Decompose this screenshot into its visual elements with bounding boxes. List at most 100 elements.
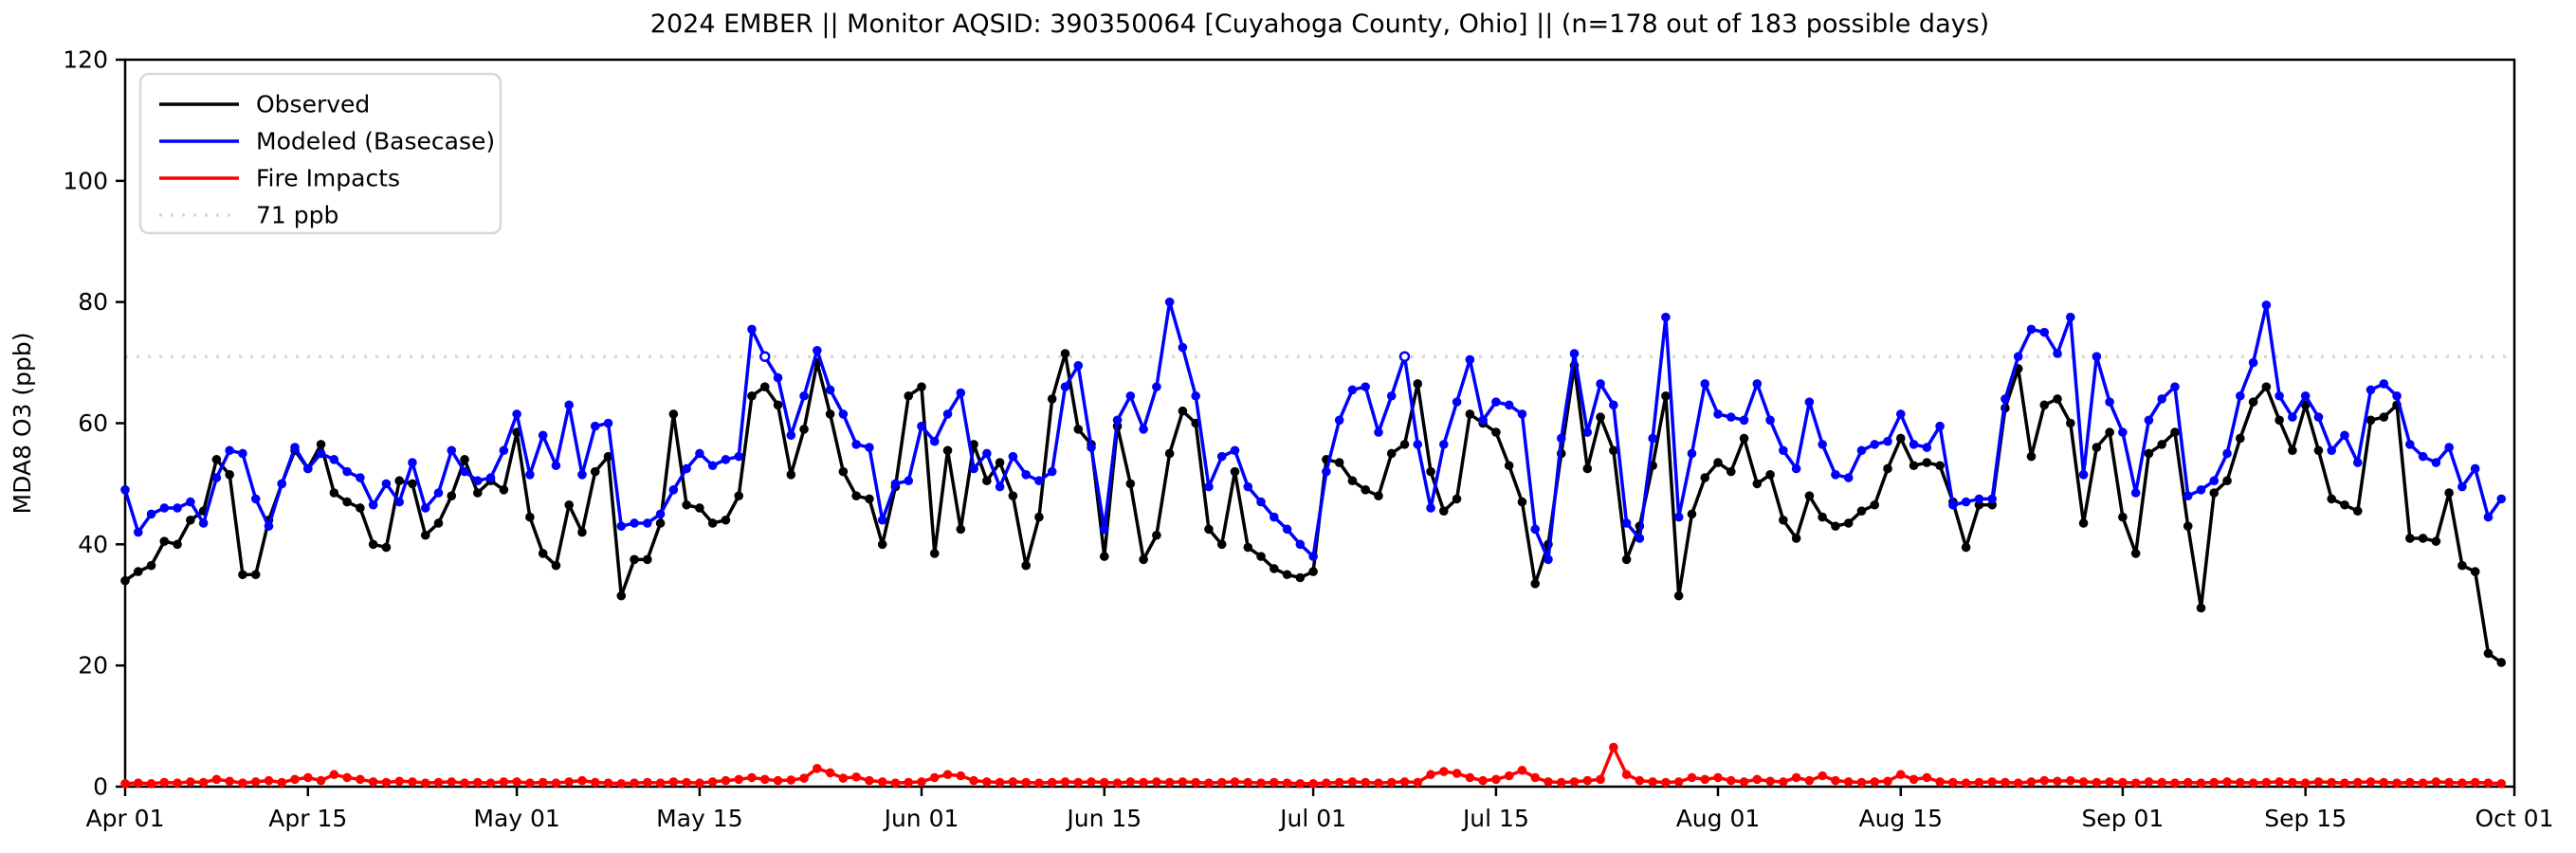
observed-line-marker	[2444, 488, 2454, 498]
observed-line-marker	[2313, 445, 2324, 456]
fire-impacts-line-marker	[394, 776, 404, 787]
observed-line-marker	[956, 524, 966, 535]
fire-impacts-line-marker	[2170, 778, 2180, 788]
observed-line-marker	[1216, 539, 1227, 550]
fire-impacts-line-marker	[1909, 774, 1919, 785]
observed-line-marker	[1739, 433, 1749, 444]
observed-line-marker	[2196, 603, 2206, 613]
observed-line-marker	[1831, 521, 1840, 531]
modeled-basecase-line-marker	[1491, 397, 1501, 407]
modeled-basecase-line-marker	[1779, 445, 1788, 456]
modeled-basecase-line-marker	[2236, 390, 2245, 401]
observed-line-marker	[1713, 458, 1723, 467]
fire-impacts-line-marker	[616, 779, 627, 789]
observed-line-marker	[2275, 415, 2284, 426]
observed-line	[120, 349, 2507, 667]
fire-impacts-line-marker	[1843, 777, 1854, 787]
fire-impacts-line-marker	[1974, 777, 1984, 788]
fire-impacts-line-marker	[264, 775, 274, 786]
modeled-basecase-line-marker	[2066, 312, 2075, 322]
fire-impacts-line-marker	[1935, 777, 1945, 787]
fire-impacts-line-marker	[956, 771, 966, 781]
observed-line-marker	[1870, 499, 1880, 510]
modeled-basecase-line-marker	[2327, 445, 2337, 456]
fire-impacts-line-marker	[1021, 777, 1031, 788]
modeled-basecase-line-marker	[1295, 539, 1306, 550]
fire-impacts-line-marker	[2157, 777, 2166, 788]
fire-impacts-line-marker	[408, 777, 417, 787]
modeled-basecase-line-marker	[1726, 412, 1736, 422]
fire-impacts-line-marker	[1596, 774, 1605, 785]
modeled-basecase-line-marker	[329, 455, 339, 464]
fire-impacts-line-marker	[120, 779, 130, 789]
modeled-basecase-line-marker	[1621, 518, 1632, 528]
observed-line-marker	[1465, 409, 1475, 419]
observed-line-marker	[682, 499, 691, 510]
fire-impacts-line-marker	[2053, 776, 2062, 787]
modeled-basecase-line-marker	[1087, 443, 1096, 452]
modeled-basecase-line-marker	[225, 445, 234, 456]
observed-line-marker	[2483, 648, 2494, 659]
fire-impacts-line-marker	[238, 778, 247, 788]
y-tick-label: 60	[78, 409, 108, 437]
observed-line-marker	[1399, 440, 1410, 449]
modeled-basecase-line-marker	[1517, 409, 1527, 419]
observed-line-marker	[1935, 461, 1945, 471]
observed-line-marker	[186, 515, 195, 525]
observed-line-marker	[525, 512, 535, 522]
modeled-basecase-line-marker	[2444, 443, 2454, 452]
observed-line-marker	[942, 445, 953, 456]
fire-impacts-line-marker	[2222, 777, 2232, 787]
fire-impacts-line-marker	[473, 777, 483, 788]
observed-line-marker	[368, 539, 378, 550]
chart-title: 2024 EMBER || Monitor AQSID: 390350064 […	[649, 9, 1990, 39]
observed-line-marker	[1804, 491, 1815, 500]
fire-impacts-line-marker	[969, 775, 978, 786]
fire-impacts-line-marker	[551, 778, 561, 788]
modeled-basecase-line-marker	[942, 409, 953, 419]
y-tick-label: 20	[78, 652, 108, 680]
modeled-basecase-line-marker	[1700, 379, 1710, 389]
fire-impacts-line-marker	[825, 768, 835, 778]
modeled-basecase-line-marker	[198, 518, 209, 528]
y-tick-label: 100	[63, 167, 108, 194]
observed-line-marker	[1791, 534, 1801, 543]
observed-line-marker	[1125, 479, 1136, 489]
observed-line-marker	[1361, 485, 1370, 495]
modeled-basecase-line-marker	[1230, 445, 1240, 456]
fire-impacts-line-marker	[1765, 776, 1775, 787]
fire-impacts-line-marker	[381, 777, 392, 788]
modeled-basecase-line-marker	[890, 479, 901, 489]
fire-impacts-line-marker	[2483, 778, 2494, 788]
y-axis: 0 20 40 60 80 100 120	[63, 46, 125, 801]
modeled-basecase-line-marker	[1465, 354, 1475, 365]
fire-impacts-line-marker	[1374, 778, 1383, 788]
observed-line-marker	[564, 499, 574, 510]
observed-line-marker	[1270, 564, 1279, 573]
modeled-basecase-line-marker	[1987, 494, 1997, 504]
observed-line-marker	[838, 466, 849, 477]
fire-impacts-line-marker	[342, 772, 352, 783]
x-tick-label: Jul 01	[1278, 805, 1346, 832]
modeled-basecase-line-marker	[1125, 390, 1136, 401]
modeled-basecase-line-marker	[2013, 352, 2023, 361]
fire-impacts-line-marker	[1648, 777, 1657, 787]
modeled-basecase-line-marker	[590, 421, 600, 431]
observed-line-marker	[1008, 491, 1018, 500]
fire-impacts-line-marker	[1987, 777, 1997, 787]
modeled-basecase-line-marker	[2470, 463, 2480, 474]
modeled-basecase-line-marker	[1073, 360, 1084, 371]
y-tick-label: 0	[93, 773, 108, 801]
observed-line-marker	[1139, 554, 1148, 565]
observed-line-marker	[929, 549, 940, 558]
modeled-basecase-line-marker	[564, 400, 574, 410]
observed-line-marker	[316, 440, 326, 449]
modeled-basecase-line-marker	[1322, 466, 1331, 477]
fire-impacts-line-marker	[1216, 777, 1227, 788]
modeled-basecase-line-marker	[146, 509, 156, 519]
observed-line-marker	[420, 530, 430, 540]
observed-line-marker	[616, 590, 627, 601]
modeled-basecase-line-marker	[250, 494, 261, 504]
modeled-basecase-line-marker	[747, 324, 757, 335]
observed-line-marker	[538, 549, 548, 558]
